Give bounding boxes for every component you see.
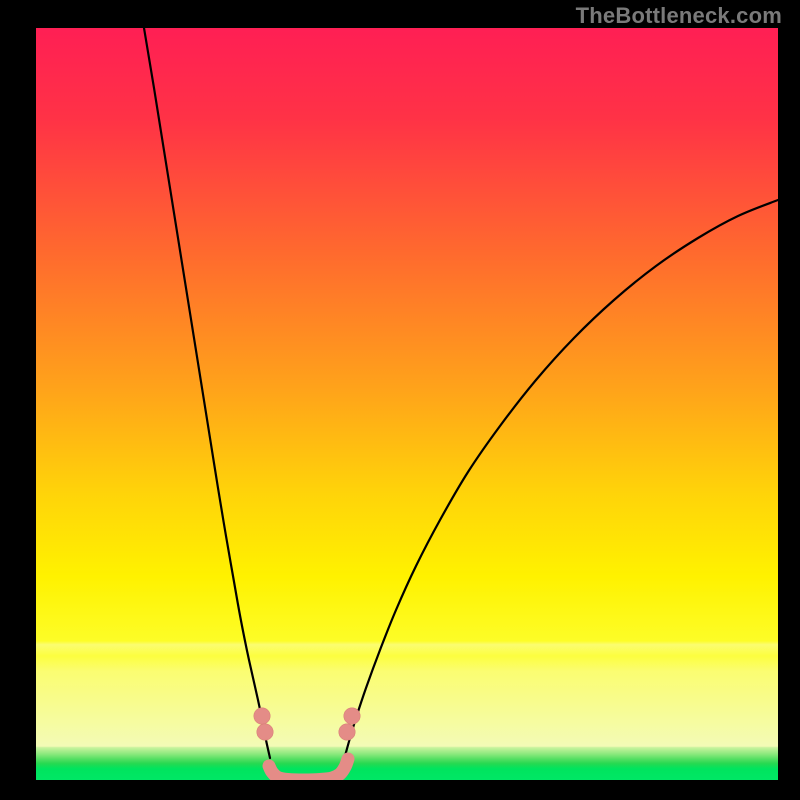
- gradient-background: [36, 28, 778, 780]
- watermark-text: TheBottleneck.com: [576, 3, 782, 29]
- pendant-bead: [339, 724, 355, 740]
- pendant-bead: [257, 724, 273, 740]
- plot-area: [36, 28, 778, 780]
- plot-svg: [36, 28, 778, 780]
- pendant-bead: [254, 708, 270, 724]
- pendant-bead: [344, 708, 360, 724]
